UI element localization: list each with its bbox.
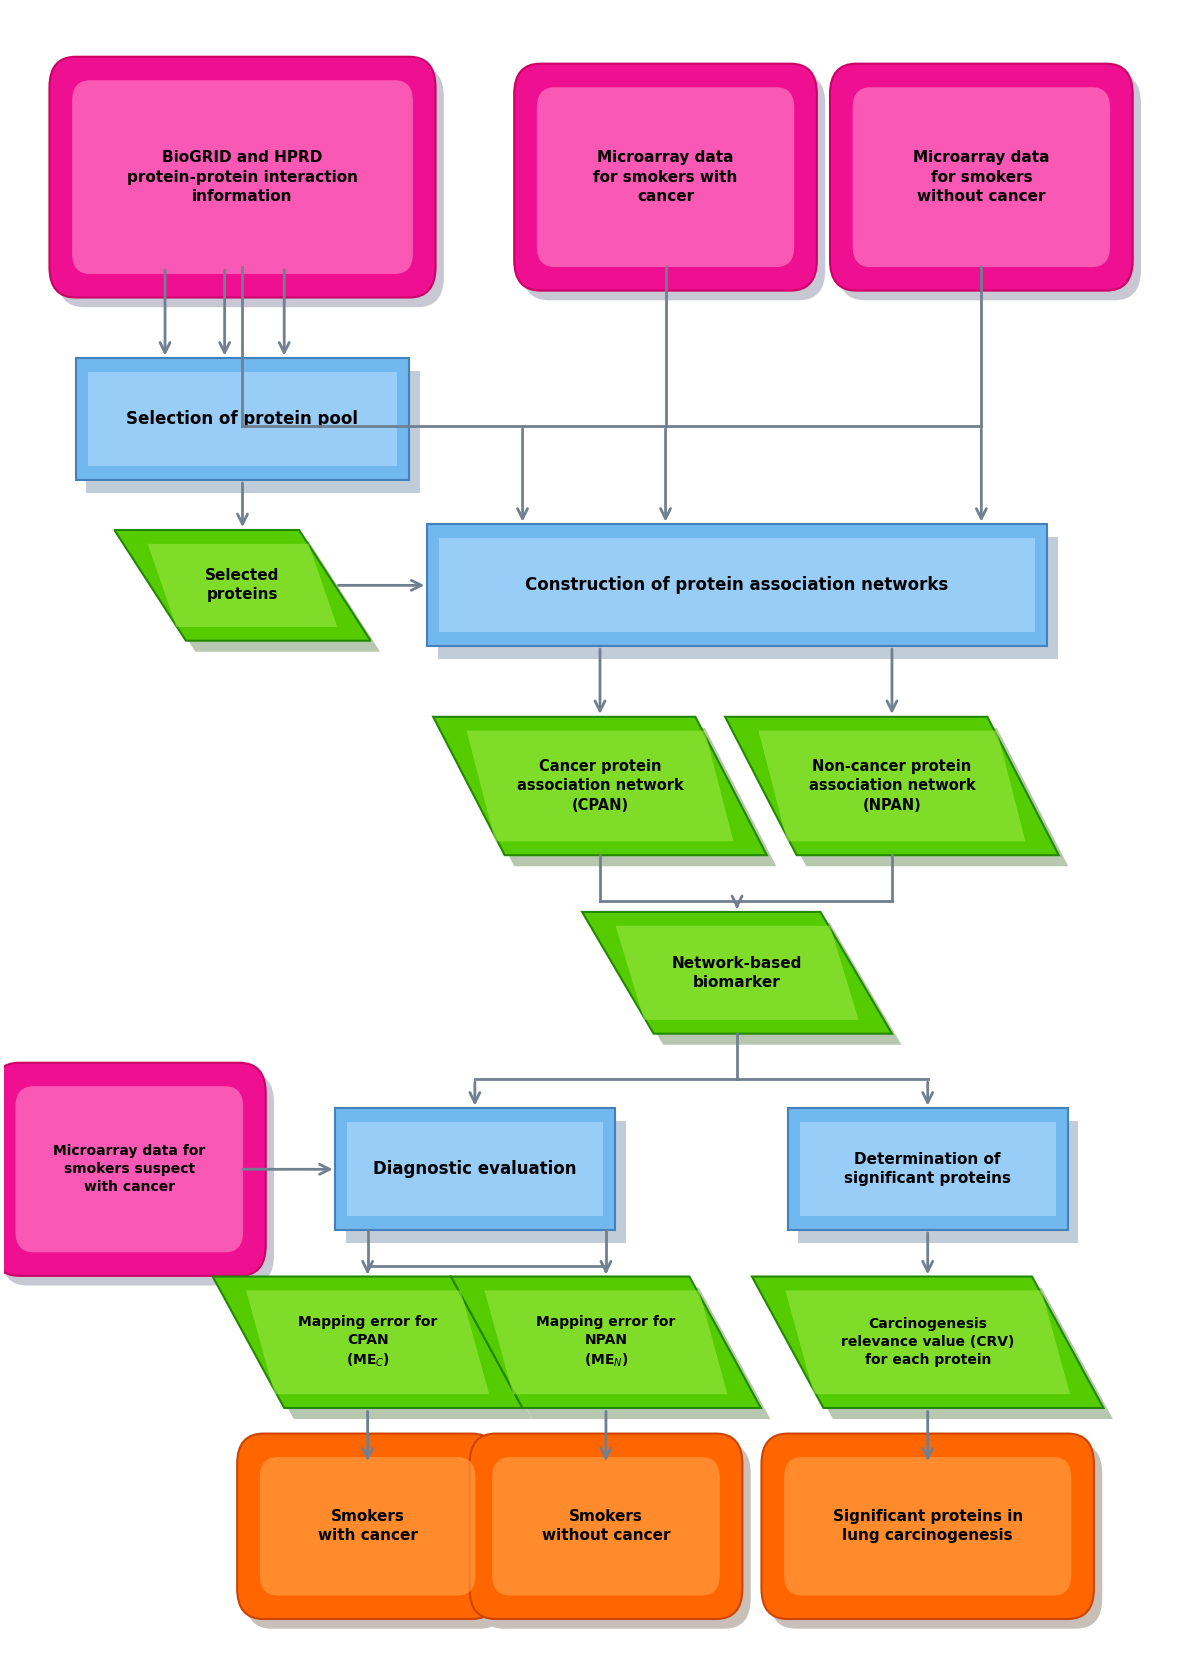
FancyBboxPatch shape xyxy=(784,1456,1072,1595)
FancyBboxPatch shape xyxy=(427,525,1046,645)
FancyBboxPatch shape xyxy=(259,1456,475,1595)
FancyBboxPatch shape xyxy=(770,1443,1103,1629)
Polygon shape xyxy=(725,717,1058,856)
FancyBboxPatch shape xyxy=(830,63,1133,291)
Text: Significant proteins in
lung carcinogenesis: Significant proteins in lung carcinogene… xyxy=(833,1509,1022,1544)
Text: Cancer protein
association network
(CPAN): Cancer protein association network (CPAN… xyxy=(517,760,683,813)
Text: Construction of protein association networks: Construction of protein association netw… xyxy=(526,576,949,594)
Text: Smokers
without cancer: Smokers without cancer xyxy=(541,1509,671,1544)
Text: Smokers
with cancer: Smokers with cancer xyxy=(318,1509,418,1544)
FancyBboxPatch shape xyxy=(839,73,1141,300)
FancyBboxPatch shape xyxy=(762,1433,1094,1619)
Polygon shape xyxy=(467,730,733,841)
Text: Mapping error for
CPAN
(ME$_C$): Mapping error for CPAN (ME$_C$) xyxy=(298,1316,437,1369)
FancyBboxPatch shape xyxy=(88,372,397,467)
FancyBboxPatch shape xyxy=(76,359,409,480)
FancyBboxPatch shape xyxy=(58,66,444,308)
Polygon shape xyxy=(451,1276,761,1408)
FancyBboxPatch shape xyxy=(346,1120,625,1243)
Text: Network-based
biomarker: Network-based biomarker xyxy=(672,955,803,990)
Polygon shape xyxy=(212,1276,522,1408)
Text: Microarray data
for smokers
without cancer: Microarray data for smokers without canc… xyxy=(913,151,1050,204)
Polygon shape xyxy=(443,728,776,866)
Polygon shape xyxy=(582,912,892,1034)
FancyBboxPatch shape xyxy=(536,88,794,266)
Text: Mapping error for
NPAN
(ME$_N$): Mapping error for NPAN (ME$_N$) xyxy=(536,1316,676,1369)
Polygon shape xyxy=(592,923,901,1044)
Polygon shape xyxy=(148,544,337,627)
Polygon shape xyxy=(752,1276,1104,1408)
FancyBboxPatch shape xyxy=(522,73,826,300)
Polygon shape xyxy=(758,730,1026,841)
Polygon shape xyxy=(616,925,858,1019)
FancyBboxPatch shape xyxy=(799,1122,1056,1216)
Polygon shape xyxy=(433,717,767,856)
FancyBboxPatch shape xyxy=(86,371,420,493)
Text: Diagnostic evaluation: Diagnostic evaluation xyxy=(373,1160,577,1178)
FancyBboxPatch shape xyxy=(787,1109,1068,1230)
Text: Microarray data
for smokers with
cancer: Microarray data for smokers with cancer xyxy=(593,151,738,204)
Text: Selection of protein pool: Selection of protein pool xyxy=(126,410,359,429)
FancyBboxPatch shape xyxy=(335,1109,614,1230)
Text: Carcinogenesis
relevance value (CRV)
for each protein: Carcinogenesis relevance value (CRV) for… xyxy=(841,1317,1014,1367)
Polygon shape xyxy=(246,1291,490,1394)
Polygon shape xyxy=(734,728,1068,866)
Text: Non-cancer protein
association network
(NPAN): Non-cancer protein association network (… xyxy=(809,760,976,813)
FancyBboxPatch shape xyxy=(439,538,1034,632)
FancyBboxPatch shape xyxy=(514,63,817,291)
FancyBboxPatch shape xyxy=(1,1072,274,1286)
Polygon shape xyxy=(124,541,380,652)
FancyBboxPatch shape xyxy=(0,1063,265,1276)
Polygon shape xyxy=(461,1288,770,1418)
FancyBboxPatch shape xyxy=(438,536,1057,659)
FancyBboxPatch shape xyxy=(853,88,1110,266)
FancyBboxPatch shape xyxy=(347,1122,602,1216)
FancyBboxPatch shape xyxy=(16,1086,244,1253)
Polygon shape xyxy=(785,1291,1070,1394)
FancyBboxPatch shape xyxy=(469,1433,743,1619)
FancyBboxPatch shape xyxy=(246,1443,506,1629)
FancyBboxPatch shape xyxy=(492,1456,720,1595)
FancyBboxPatch shape xyxy=(49,56,436,298)
Text: BioGRID and HPRD
protein-protein interaction
information: BioGRID and HPRD protein-protein interac… xyxy=(127,151,358,204)
FancyBboxPatch shape xyxy=(238,1433,498,1619)
Polygon shape xyxy=(222,1288,532,1418)
Text: Determination of
significant proteins: Determination of significant proteins xyxy=(845,1152,1012,1187)
FancyBboxPatch shape xyxy=(72,81,413,275)
Polygon shape xyxy=(485,1291,727,1394)
Polygon shape xyxy=(762,1288,1114,1418)
FancyBboxPatch shape xyxy=(478,1443,751,1629)
Polygon shape xyxy=(114,530,371,640)
Text: Selected
proteins: Selected proteins xyxy=(205,568,280,602)
Text: Microarray data for
smokers suspect
with cancer: Microarray data for smokers suspect with… xyxy=(53,1145,205,1195)
FancyBboxPatch shape xyxy=(798,1120,1079,1243)
